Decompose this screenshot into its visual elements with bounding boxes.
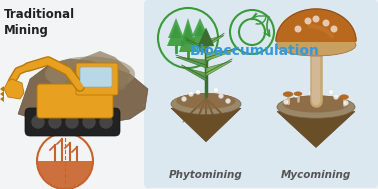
Polygon shape	[60, 51, 130, 95]
Circle shape	[31, 115, 45, 129]
Polygon shape	[198, 28, 214, 46]
Ellipse shape	[277, 96, 355, 118]
Polygon shape	[179, 24, 197, 52]
Circle shape	[284, 99, 288, 105]
Circle shape	[328, 90, 333, 94]
Ellipse shape	[339, 95, 349, 99]
Circle shape	[316, 24, 336, 44]
Polygon shape	[191, 24, 209, 44]
Circle shape	[65, 115, 79, 129]
Polygon shape	[206, 35, 224, 48]
Circle shape	[99, 115, 113, 129]
Wedge shape	[37, 161, 93, 189]
Polygon shape	[180, 18, 196, 44]
Ellipse shape	[176, 93, 236, 109]
Polygon shape	[171, 108, 241, 142]
Polygon shape	[167, 24, 185, 46]
Polygon shape	[0, 91, 4, 97]
FancyBboxPatch shape	[144, 0, 378, 188]
Wedge shape	[247, 20, 257, 28]
Ellipse shape	[283, 95, 349, 113]
Polygon shape	[206, 49, 238, 61]
Ellipse shape	[294, 92, 302, 96]
Text: Phytomining: Phytomining	[169, 170, 243, 180]
Circle shape	[303, 29, 319, 45]
Text: Mycomining: Mycomining	[281, 170, 351, 180]
Polygon shape	[186, 40, 206, 54]
Circle shape	[308, 91, 313, 95]
Circle shape	[312, 29, 330, 47]
FancyBboxPatch shape	[25, 108, 120, 136]
Circle shape	[344, 101, 349, 105]
Polygon shape	[0, 86, 4, 92]
Circle shape	[189, 91, 194, 97]
Circle shape	[214, 88, 218, 92]
FancyBboxPatch shape	[37, 84, 113, 118]
Circle shape	[195, 90, 200, 94]
Polygon shape	[206, 61, 232, 76]
FancyBboxPatch shape	[80, 67, 112, 87]
Circle shape	[293, 92, 299, 98]
Polygon shape	[0, 96, 4, 102]
Polygon shape	[168, 18, 184, 38]
Polygon shape	[4, 79, 24, 99]
Circle shape	[82, 115, 96, 129]
Polygon shape	[276, 9, 356, 41]
Circle shape	[333, 94, 339, 99]
Polygon shape	[182, 67, 206, 81]
Polygon shape	[176, 57, 206, 68]
Ellipse shape	[45, 57, 135, 91]
Circle shape	[313, 15, 319, 22]
Text: CO₂: CO₂	[307, 28, 325, 36]
Circle shape	[322, 19, 330, 26]
Polygon shape	[277, 112, 355, 147]
Circle shape	[181, 97, 186, 101]
Text: Traditional
Mining: Traditional Mining	[4, 8, 75, 37]
Circle shape	[330, 26, 338, 33]
FancyBboxPatch shape	[76, 63, 118, 95]
Circle shape	[218, 94, 223, 98]
Circle shape	[297, 24, 315, 42]
Polygon shape	[18, 59, 148, 127]
Ellipse shape	[283, 92, 293, 97]
Circle shape	[305, 18, 311, 25]
Ellipse shape	[171, 94, 241, 115]
Circle shape	[303, 16, 329, 42]
Circle shape	[226, 98, 231, 104]
Circle shape	[48, 115, 62, 129]
Ellipse shape	[276, 34, 356, 56]
Text: Bioaccumulation: Bioaccumulation	[190, 44, 320, 58]
Polygon shape	[192, 18, 208, 36]
Circle shape	[294, 26, 302, 33]
